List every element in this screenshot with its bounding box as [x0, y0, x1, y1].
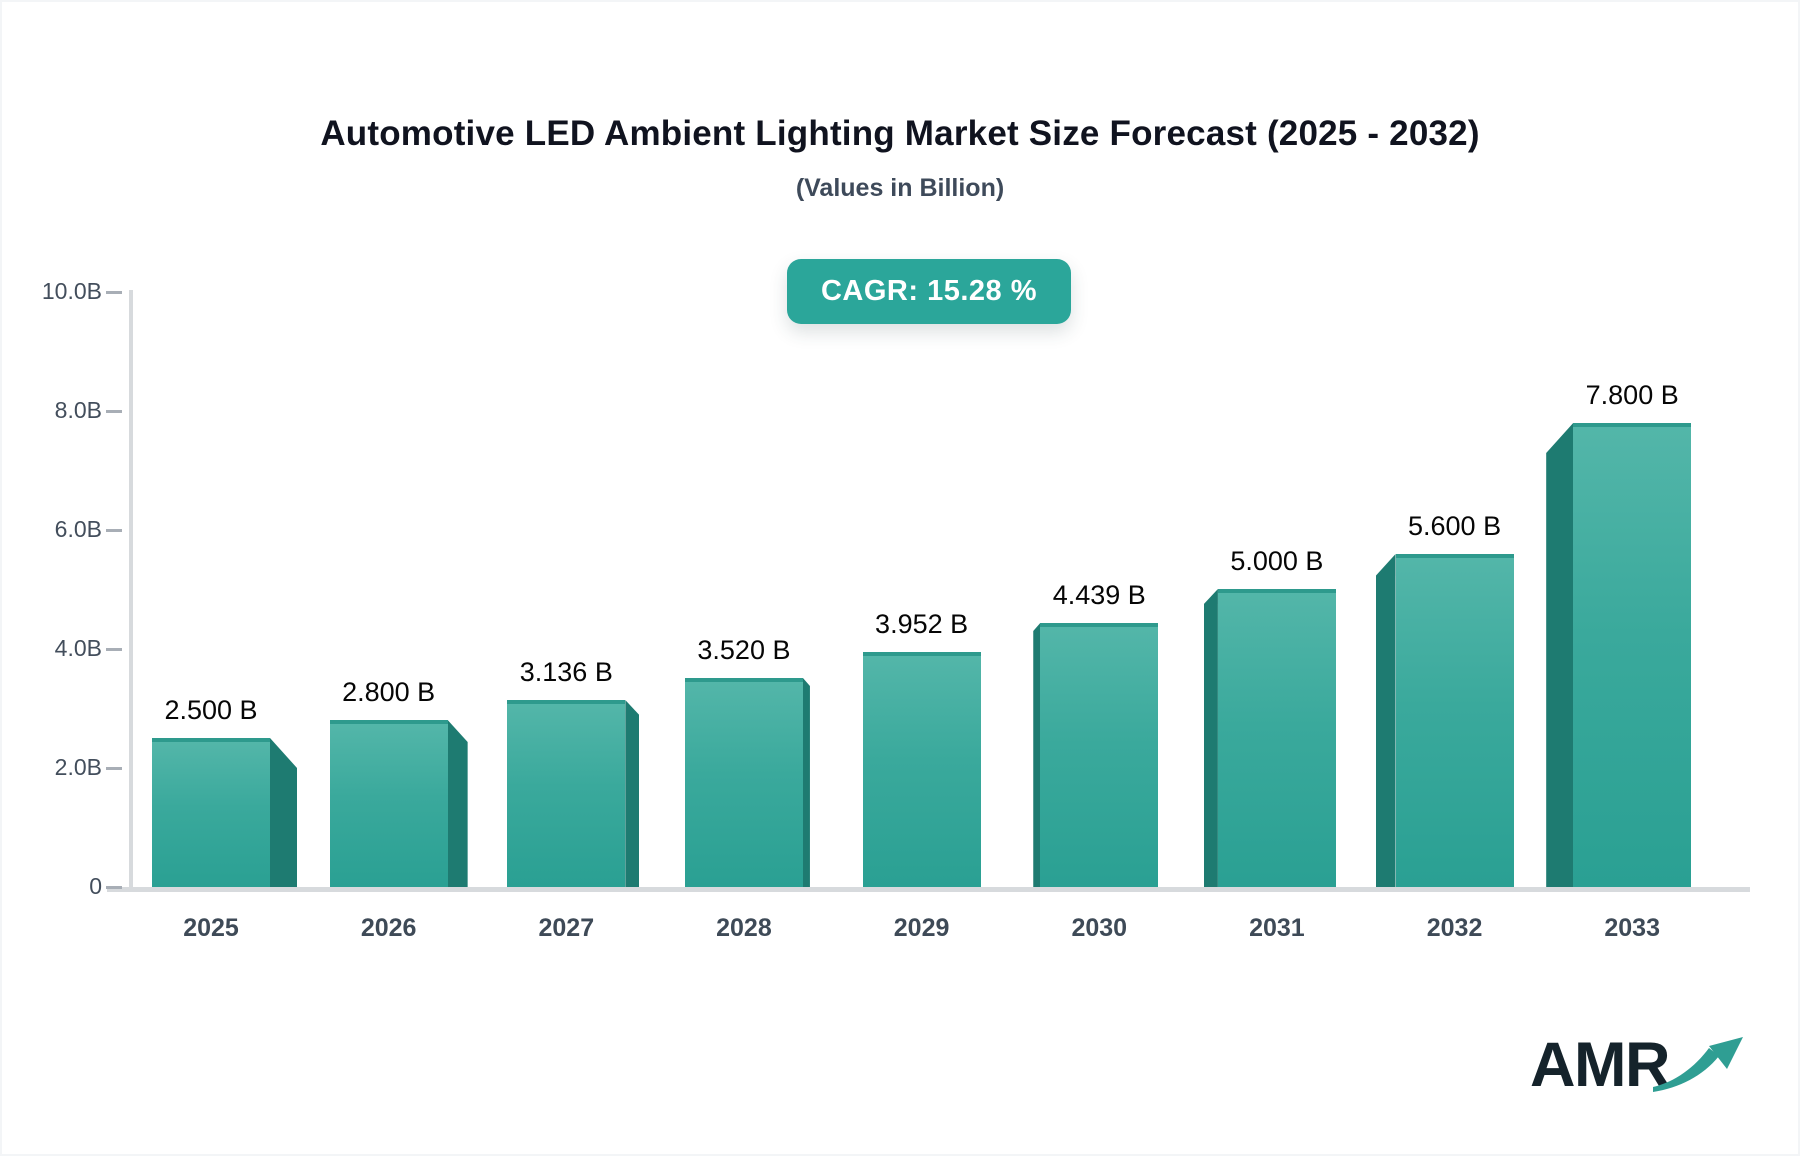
- bar-face: [862, 652, 981, 887]
- bar-face: [329, 720, 448, 887]
- chart-subtitle: (Values in Billion): [795, 174, 1005, 202]
- y-axis-line: [129, 290, 133, 892]
- chart-title: Automotive LED Ambient Lighting Market S…: [320, 114, 1480, 153]
- bar-face: [152, 738, 270, 887]
- bar-value-label: 2.500 B: [164, 695, 258, 725]
- bar-value-label: 3.136 B: [519, 657, 613, 687]
- y-tick-dash: [106, 529, 122, 532]
- cagr-badge-label: CAGR: 15.28 %: [820, 275, 1037, 307]
- y-tick-label: 6.0B: [54, 516, 102, 542]
- bar-face: [684, 678, 803, 887]
- x-axis-label: 2033: [1604, 914, 1660, 942]
- x-axis-label: 2031: [1249, 914, 1305, 942]
- x-axis-label: 2026: [360, 914, 417, 942]
- y-tick-dash: [106, 648, 122, 651]
- x-axis-label: 2025: [183, 914, 239, 942]
- bar-value-label: 2.800 B: [342, 677, 436, 707]
- bar-face: [1395, 554, 1514, 887]
- cagr-badge: CAGR: 15.28 %: [787, 259, 1071, 324]
- bar-side-face: [1203, 589, 1218, 887]
- y-tick-label: 0: [89, 873, 102, 899]
- bar-face: [507, 700, 626, 887]
- y-tick-dash: [106, 410, 122, 413]
- bar-side-face: [447, 720, 468, 887]
- bar-side-face: [1033, 623, 1041, 887]
- bar-value-label: 5.000 B: [1230, 546, 1324, 576]
- x-axis-label: 2028: [716, 914, 772, 942]
- bar-value-label: 5.600 B: [1408, 511, 1502, 541]
- x-axis-line: [107, 887, 1750, 892]
- bar-side-face: [625, 700, 640, 887]
- bar-face: [1573, 423, 1692, 887]
- y-tick-dash: [106, 767, 122, 770]
- bar-value-label: 3.520 B: [697, 635, 791, 665]
- bar-value-label: 3.952 B: [875, 609, 969, 639]
- bar-side-face: [802, 678, 810, 887]
- bar-value-label: 4.439 B: [1052, 580, 1146, 610]
- bar-value-label: 7.800 B: [1585, 380, 1679, 410]
- y-tick-label: 10.0B: [41, 278, 102, 304]
- y-tick-dash: [106, 886, 122, 889]
- x-axis-label: 2030: [1071, 914, 1128, 942]
- bar-side-face: [1546, 423, 1574, 887]
- y-tick-label: 2.0B: [54, 754, 102, 780]
- x-axis-label: 2032: [1426, 914, 1483, 942]
- bar-side-face: [270, 738, 297, 887]
- bar-face: [1217, 589, 1336, 887]
- x-axis-label: 2029: [893, 914, 950, 942]
- bar-side-face: [1375, 554, 1396, 887]
- y-tick-dash: [106, 291, 122, 294]
- bar-face: [1040, 623, 1159, 887]
- x-axis-label: 2027: [538, 914, 595, 942]
- y-tick-label: 4.0B: [54, 635, 102, 661]
- growth-arrow-icon: [1652, 1037, 1743, 1092]
- amr-logo: AMR: [1530, 1034, 1747, 1098]
- y-tick-label: 8.0B: [54, 397, 102, 423]
- amr-logo-text: AMR: [1530, 1030, 1670, 1100]
